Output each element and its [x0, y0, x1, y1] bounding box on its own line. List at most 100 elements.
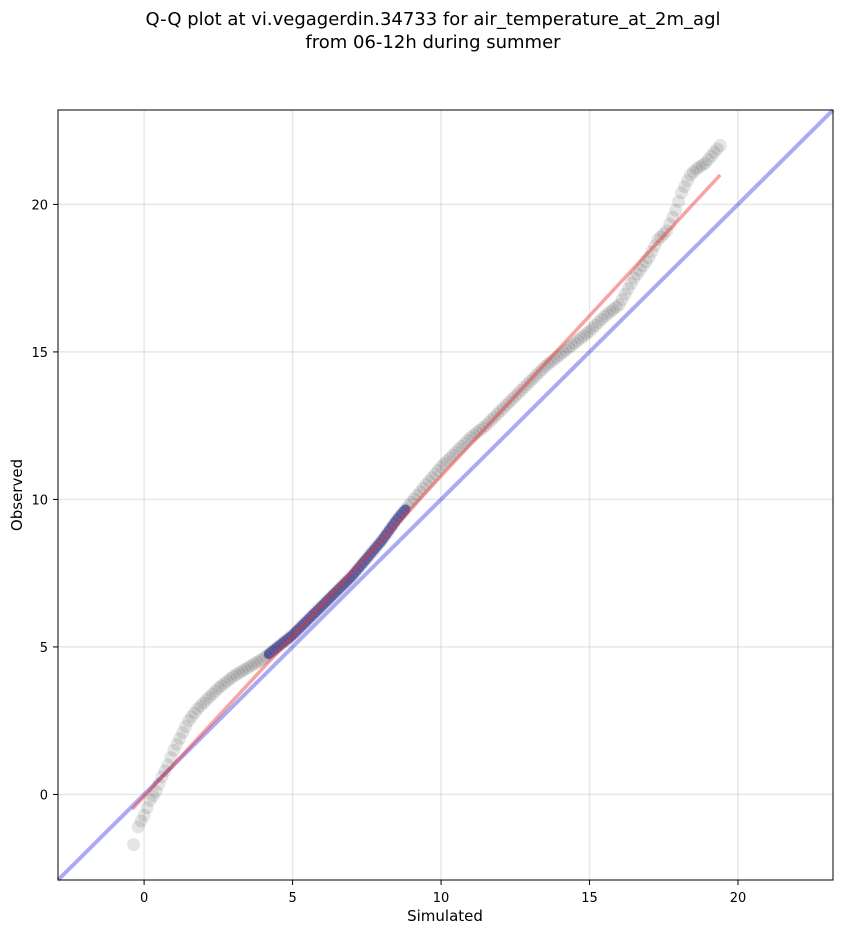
qq-point	[681, 174, 695, 188]
qq-point	[452, 442, 466, 456]
qq-point	[185, 710, 199, 724]
qq-point	[642, 251, 656, 265]
qq-point	[205, 687, 219, 701]
qq-point	[594, 312, 608, 326]
qq-point	[583, 324, 597, 338]
qq-point	[461, 433, 475, 447]
dense-overlay	[263, 504, 411, 659]
qq-point	[449, 445, 463, 459]
y-axis-label: Observed	[8, 459, 26, 531]
qq-point	[407, 492, 421, 506]
qq-point	[597, 310, 611, 324]
qq-point	[496, 401, 510, 415]
qq-point	[232, 666, 246, 680]
qq-point	[485, 413, 499, 427]
qq-point	[149, 784, 163, 798]
qq-point	[155, 770, 169, 784]
qq-point	[704, 149, 718, 163]
qq-point	[663, 217, 677, 231]
scatter-points	[127, 138, 727, 852]
qq-point	[455, 439, 469, 453]
qq-point	[660, 224, 674, 238]
qq-point	[241, 661, 255, 675]
qq-point	[214, 679, 228, 693]
qq-point	[636, 259, 650, 273]
qq-point	[508, 389, 522, 403]
qq-point	[588, 318, 602, 332]
qq-point	[470, 426, 484, 440]
qq-point	[585, 321, 599, 335]
qq-point	[541, 357, 555, 371]
qq-point	[170, 737, 184, 751]
qq-point	[443, 451, 457, 465]
qq-point	[615, 292, 629, 306]
qq-point	[562, 341, 576, 355]
qq-point	[624, 276, 638, 290]
fit-line	[130, 173, 722, 811]
qq-point	[612, 298, 626, 312]
x-axis-label: Simulated	[407, 907, 483, 925]
qq-point	[482, 416, 496, 430]
qq-point	[416, 481, 430, 495]
qq-point	[511, 386, 525, 400]
qq-point	[194, 699, 208, 713]
x-axis-ticks: 0 5 10 15 20	[140, 880, 746, 906]
qq-point	[654, 230, 668, 244]
qq-point	[440, 454, 454, 468]
qq-point	[559, 343, 573, 357]
fit-line-group	[130, 173, 722, 811]
qq-point	[499, 398, 513, 412]
qq-point	[217, 677, 231, 691]
qq-point	[493, 404, 507, 418]
qq-point	[568, 336, 582, 350]
qq-point	[600, 307, 614, 321]
qq-point	[223, 672, 237, 686]
qq-point	[247, 657, 261, 671]
y-axis-ticks: 0 5 10 15 20	[31, 198, 58, 803]
qq-point	[606, 302, 620, 316]
qq-point	[431, 464, 445, 478]
qq-point	[146, 789, 160, 803]
qq-point	[538, 360, 552, 374]
qq-point	[487, 410, 501, 424]
qq-point	[692, 160, 706, 174]
qq-point	[532, 366, 546, 380]
qq-point	[565, 338, 579, 352]
qq-point	[473, 423, 487, 437]
qq-point	[235, 664, 249, 678]
qq-point	[176, 725, 190, 739]
qq-point	[158, 764, 172, 778]
qq-point	[686, 165, 700, 179]
qq-point	[479, 419, 493, 433]
qq-point	[464, 430, 478, 444]
qq-point	[621, 282, 635, 296]
y-tick-label: 10	[31, 493, 48, 508]
qq-point	[434, 460, 448, 474]
qq-point	[188, 706, 202, 720]
qq-point	[577, 329, 591, 343]
qq-point	[202, 690, 216, 704]
qq-point	[173, 731, 187, 745]
qq-point	[698, 156, 712, 170]
qq-point	[544, 355, 558, 369]
plot-frame	[57, 109, 834, 881]
qq-point	[437, 457, 451, 471]
qq-point	[689, 162, 703, 176]
qq-point	[547, 353, 561, 367]
qq-point	[683, 168, 697, 182]
qq-point	[199, 693, 213, 707]
qq-point	[609, 300, 623, 314]
y-tick-label: 15	[31, 346, 48, 361]
x-tick-label: 10	[433, 891, 450, 906]
qq-point	[458, 436, 472, 450]
qq-point	[523, 374, 537, 388]
qq-point	[127, 838, 141, 852]
qq-point	[208, 684, 222, 698]
qq-point	[603, 305, 617, 319]
qq-point	[211, 681, 225, 695]
qq-point	[517, 380, 531, 394]
qq-point	[707, 145, 721, 159]
qq-point	[710, 142, 724, 156]
qq-point	[238, 662, 252, 676]
qq-point	[639, 255, 653, 269]
